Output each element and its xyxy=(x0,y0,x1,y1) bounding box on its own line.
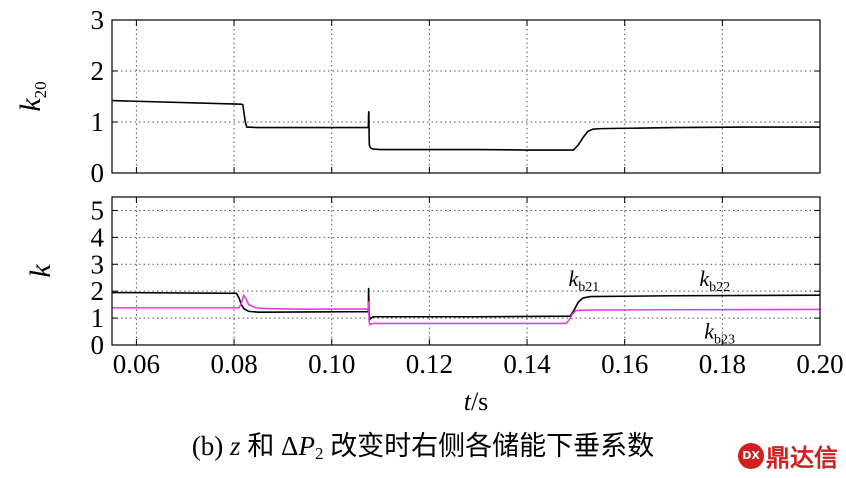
panel-k20: 0 1 2 3 k20 xyxy=(14,5,821,188)
ytick-label: 4 xyxy=(91,222,105,252)
xtick-label: 0.18 xyxy=(699,349,746,379)
y-axis-label-k: k xyxy=(24,264,57,278)
caption-var-p: P xyxy=(298,431,315,461)
watermark: DX 鼎达信 xyxy=(738,438,838,473)
series-annotation-b23: kb23 xyxy=(704,318,735,347)
xtick-label: 0.12 xyxy=(406,349,453,379)
xtick-label: 0.08 xyxy=(210,349,257,379)
caption-suffix: 改变时右侧各储能下垂系数 xyxy=(323,431,655,461)
plot-frame xyxy=(111,19,821,174)
ytick-label: 0 xyxy=(91,330,105,360)
ytick-label: 5 xyxy=(91,195,105,225)
ytick-label: 1 xyxy=(91,303,105,333)
caption-var-z: z xyxy=(230,431,241,461)
xtick-label: 0.14 xyxy=(503,349,551,379)
xtick-label: 0.20 xyxy=(796,349,843,379)
watermark-text: 鼎达信 xyxy=(766,444,838,472)
xtick-label: 0.06 xyxy=(113,349,160,379)
ytick-label: 3 xyxy=(91,249,105,279)
xtick-label: 0.16 xyxy=(601,349,648,379)
y-axis-label-k20: k20 xyxy=(14,81,50,111)
x-axis-label: t/s xyxy=(464,387,489,416)
caption-prefix: (b) xyxy=(191,431,231,461)
ytick-label: 3 xyxy=(91,5,105,35)
ytick-label: 2 xyxy=(91,56,105,86)
xtick-label: 0.10 xyxy=(308,349,355,379)
ytick-label: 2 xyxy=(91,276,105,306)
series-annotation-b21: kb21 xyxy=(569,266,600,295)
series-annotation-b22: kb22 xyxy=(699,266,730,295)
ytick-label: 1 xyxy=(91,107,105,137)
plot-frame xyxy=(111,196,821,346)
ytick-label: 0 xyxy=(91,158,105,188)
series-line-2 xyxy=(112,294,821,326)
caption-subscript: 2 xyxy=(314,444,324,463)
watermark-logo-icon: DX xyxy=(738,442,764,469)
series-line-1 xyxy=(111,99,820,151)
caption-mid: 和 Δ xyxy=(240,431,299,461)
figure-caption: (b) z 和 ΔP2 改变时右侧各储能下垂系数 xyxy=(0,424,846,464)
